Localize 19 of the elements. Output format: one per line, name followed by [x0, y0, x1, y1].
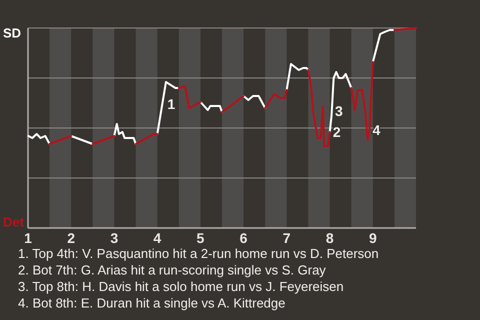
- text: Det: [3, 214, 25, 230]
- text: 1. Top 4th: V. Pasquantino hit a 2-run home run vs D. Peterson: [18, 246, 379, 261]
- annotation: 4: [372, 122, 381, 138]
- annotation: 1: [167, 96, 176, 112]
- text: 2. Bot 7th: G. Arias hit a run-scoring single vs S. Gray: [18, 262, 326, 278]
- text: 4. Bot 8th: E. Duran hit a single vs A. Kittredge: [18, 296, 286, 310]
- annotation: 2: [332, 124, 341, 140]
- text: 3. Top 8th: H. Davis hit a solo home run vs J. Feyereisen: [18, 279, 344, 294]
- x-tick-label: 4: [153, 230, 162, 246]
- x-tick-label: 5: [196, 230, 205, 246]
- x-tick-label: 8: [326, 230, 334, 246]
- text: SD: [3, 26, 22, 41]
- x-tick-label: 9: [368, 230, 377, 246]
- x-tick-label: 2: [67, 230, 76, 246]
- x-tick-label: 7: [282, 230, 291, 246]
- x-tick-label: 1: [24, 230, 32, 246]
- x-tick-label: 3: [110, 230, 118, 246]
- annotation: 3: [335, 102, 344, 119]
- x-tick-label: 6: [240, 230, 248, 246]
